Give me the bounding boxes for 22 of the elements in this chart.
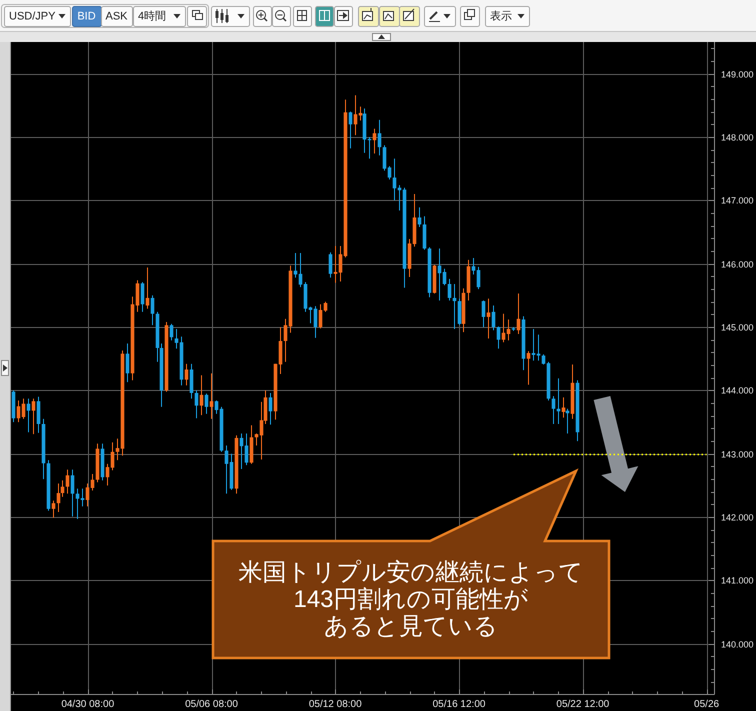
y-tick-label: 142.000 xyxy=(721,512,754,522)
x-tick-label: 05/06 08:00 xyxy=(185,699,238,710)
y-tick-label: 148.000 xyxy=(721,132,754,142)
x-tick-label: 04/30 08:00 xyxy=(61,699,115,710)
y-tick-label: 149.000 xyxy=(721,70,754,80)
callout: 米国トリプル安の継続によって 143円割れの可能性が あると見ている xyxy=(212,468,610,660)
x-tick-label: 05/22 12:00 xyxy=(556,699,610,710)
x-tick-label: 05/12 08:00 xyxy=(308,699,362,710)
toolbar: USD/JPY BID ASK 4時間 表示 xyxy=(0,0,756,32)
chart-title: USD/JPY xyxy=(9,10,56,22)
x-tick-label: 05/26 xyxy=(694,699,720,710)
y-tick-label: 144.000 xyxy=(721,386,754,396)
y-tick-label: 143.000 xyxy=(721,450,754,460)
y-tick-label: 141.000 xyxy=(721,576,754,586)
annotation: 143円割れの可能性が xyxy=(293,586,529,613)
annotation: 米国トリプル安の継続によって xyxy=(238,559,584,586)
y-tick-label: 145.000 xyxy=(721,322,754,332)
annotation: あると見ている xyxy=(324,613,498,640)
x-tick-label: 05/16 12:00 xyxy=(432,699,486,710)
y-tick-label: 140.000 xyxy=(721,640,754,650)
y-tick-label: 146.000 xyxy=(721,260,754,270)
y-tick-label: 147.000 xyxy=(721,196,754,206)
